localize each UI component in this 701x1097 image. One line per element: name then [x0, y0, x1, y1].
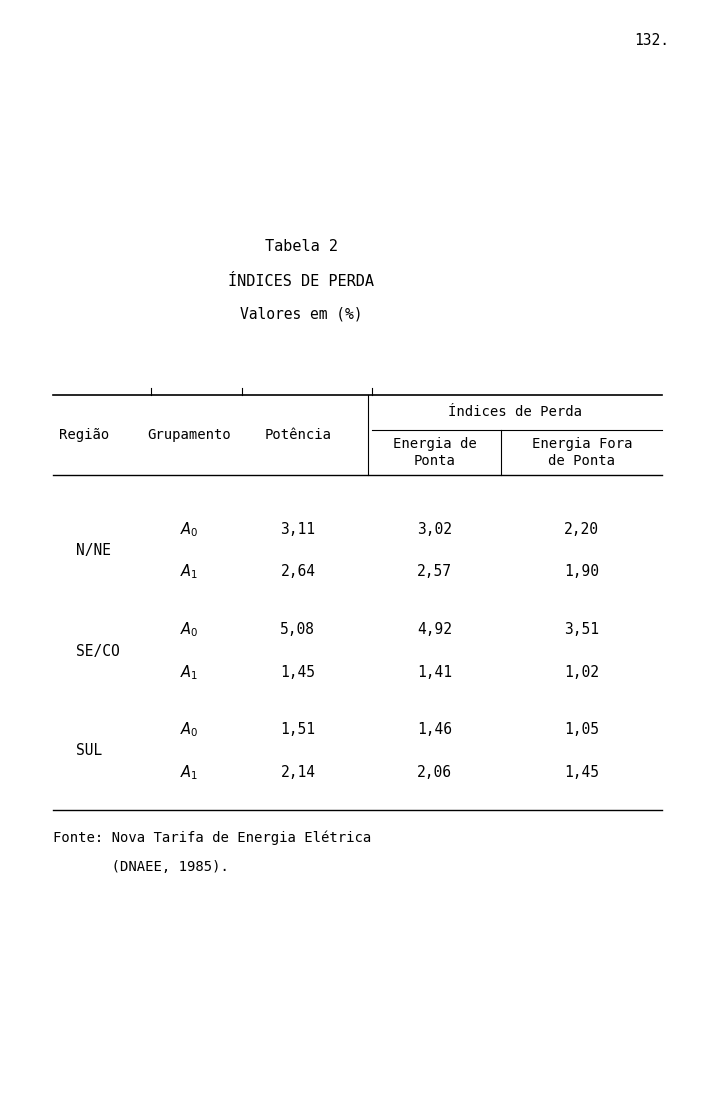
Text: 1,90: 1,90	[564, 564, 599, 579]
Text: 1,45: 1,45	[280, 665, 315, 680]
Text: 2,06: 2,06	[417, 765, 452, 780]
Text: (DNAEE, 1985).: (DNAEE, 1985).	[53, 860, 229, 873]
Text: 1,45: 1,45	[564, 765, 599, 780]
Text: 1,51: 1,51	[280, 722, 315, 737]
Text: 1,05: 1,05	[564, 722, 599, 737]
Text: 3,02: 3,02	[417, 522, 452, 538]
Text: 2,14: 2,14	[280, 765, 315, 780]
Text: 2,57: 2,57	[417, 564, 452, 579]
Text: $A_1$: $A_1$	[180, 562, 198, 581]
Text: SUL: SUL	[76, 744, 102, 758]
Text: 3,51: 3,51	[564, 622, 599, 637]
Text: N/NE: N/NE	[76, 543, 111, 558]
Text: 1,02: 1,02	[564, 665, 599, 680]
Text: $A_0$: $A_0$	[180, 620, 198, 640]
Text: $A_1$: $A_1$	[180, 663, 198, 682]
Text: Grupamento: Grupamento	[147, 428, 231, 442]
Text: $A_0$: $A_0$	[180, 720, 198, 739]
Text: $A_0$: $A_0$	[180, 520, 198, 540]
Text: Fonte: Nova Tarifa de Energia Elétrica: Fonte: Nova Tarifa de Energia Elétrica	[53, 830, 371, 846]
Text: Região: Região	[59, 428, 109, 442]
Text: SE/CO: SE/CO	[76, 644, 119, 658]
Text: Potência: Potência	[264, 428, 332, 442]
Text: 2,64: 2,64	[280, 564, 315, 579]
Text: 1,46: 1,46	[417, 722, 452, 737]
Text: 5,08: 5,08	[280, 622, 315, 637]
Text: Energia Fora
de Ponta: Energia Fora de Ponta	[531, 438, 632, 467]
Text: 3,11: 3,11	[280, 522, 315, 538]
Text: Valores em (%): Valores em (%)	[240, 306, 362, 321]
Text: Energia de
Ponta: Energia de Ponta	[393, 438, 477, 467]
Text: 2,20: 2,20	[564, 522, 599, 538]
Text: 4,92: 4,92	[417, 622, 452, 637]
Text: ÍNDICES DE PERDA: ÍNDICES DE PERDA	[229, 274, 374, 290]
Text: Índices de Perda: Índices de Perda	[448, 406, 583, 419]
Text: Tabela 2: Tabela 2	[265, 239, 338, 255]
Text: 132.: 132.	[634, 33, 669, 48]
Text: 1,41: 1,41	[417, 665, 452, 680]
Text: $A_1$: $A_1$	[180, 762, 198, 782]
